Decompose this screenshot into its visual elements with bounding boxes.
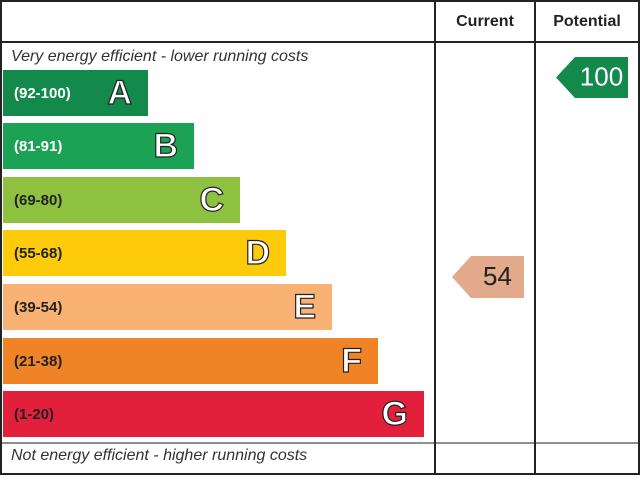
band-bar	[3, 177, 240, 223]
column-header: Potential	[553, 13, 621, 30]
band-letter: C	[199, 181, 224, 219]
bottom-note: Not energy efficient - higher running co…	[11, 447, 307, 464]
band-range: (21-38)	[14, 353, 62, 370]
band-bar	[3, 391, 424, 437]
band-letter: B	[153, 127, 178, 165]
band-range: (92-100)	[14, 85, 71, 102]
band-range: (81-91)	[14, 138, 62, 155]
current-value: 54	[483, 261, 512, 291]
band-range: (1-20)	[14, 406, 54, 423]
band-bar	[3, 284, 332, 330]
potential-arrow	[556, 57, 628, 98]
band-letter: A	[107, 74, 132, 112]
band-range: (39-54)	[14, 299, 62, 316]
band-bar	[3, 338, 378, 384]
frame	[0, 0, 640, 475]
band-bar	[3, 70, 148, 116]
band-bar	[3, 230, 286, 276]
band-range: (55-68)	[14, 245, 62, 262]
band-bar	[3, 123, 194, 169]
band-range: (69-80)	[14, 192, 62, 209]
potential-value: 100	[580, 61, 623, 91]
top-note: Very energy efficient - lower running co…	[11, 48, 308, 65]
column-header: Current	[456, 13, 514, 30]
band-letter: F	[341, 342, 362, 380]
band-letter: E	[293, 288, 316, 326]
band-letter: G	[382, 395, 408, 433]
current-arrow	[452, 256, 524, 298]
band-letter: D	[245, 234, 270, 272]
